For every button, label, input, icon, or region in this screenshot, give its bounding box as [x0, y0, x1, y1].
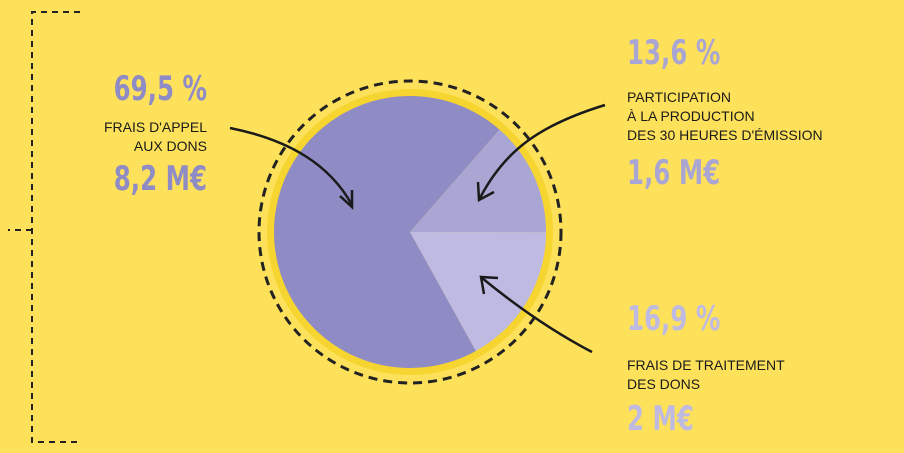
dashed-ring [257, 79, 563, 385]
category-label: AUX DONS [134, 138, 207, 154]
percent-label: 13,6 % [627, 33, 720, 72]
category-label: À LA PRODUCTION [627, 108, 755, 124]
amount-label: 8,2 M€ [114, 159, 207, 198]
category-label: FRAIS DE TRAITEMENT [627, 357, 785, 373]
category-label: DES DONS [627, 376, 700, 392]
percent-label: 16,9 % [627, 299, 720, 338]
amount-label: 1,6 M€ [627, 153, 720, 192]
slice [410, 232, 546, 351]
slice [274, 95, 500, 368]
category-label: DES 30 HEURES D'ÉMISSION [627, 127, 823, 143]
bracket [8, 11, 80, 443]
category-label: PARTICIPATION [627, 89, 731, 105]
percent-label: 69,5 % [114, 69, 207, 108]
category-label: FRAIS D'APPEL [104, 119, 207, 135]
amount-label: 2 M€ [627, 399, 694, 438]
arrows [229, 103, 606, 354]
